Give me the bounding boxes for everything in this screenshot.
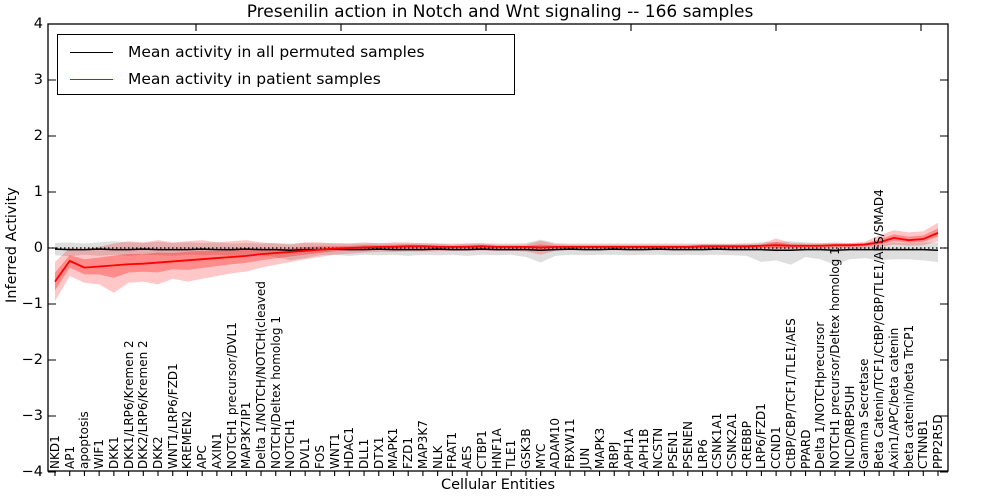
legend-label-patient: Mean activity in patient samples bbox=[128, 70, 381, 88]
x-tick-label: FZD1 bbox=[401, 437, 416, 469]
x-tick-label: WIF1 bbox=[92, 439, 107, 469]
x-tick-label: Delta 1/NOTCH/NOTCH(cleaved bbox=[254, 281, 269, 469]
x-tick-label: CTNNB1 bbox=[916, 419, 931, 469]
x-tick-label: CTBP1 bbox=[474, 430, 489, 469]
x-tick-label: NICD/RBPSUH bbox=[842, 385, 857, 469]
x-tick-label: Beta Catenin/TCF1/CtBP/CBP/TLE1/AES/SMAD… bbox=[872, 189, 887, 469]
x-tick-label: HDAC1 bbox=[342, 426, 357, 469]
x-tick-label: CREBBP bbox=[739, 421, 754, 469]
y-tick-label: −1 bbox=[21, 296, 43, 312]
permuted-mean-line bbox=[54, 248, 939, 251]
x-tick-label: ADAM10 bbox=[548, 417, 563, 469]
legend: Mean activity in all permuted samples Me… bbox=[57, 34, 515, 95]
legend-item-patient: Mean activity in patient samples bbox=[58, 65, 381, 93]
y-tick-label: 3 bbox=[33, 72, 43, 88]
y-tick-label: −3 bbox=[21, 408, 43, 424]
x-tick-label: GSK3B bbox=[518, 428, 533, 469]
y-tick-label: 0 bbox=[33, 240, 43, 256]
x-tick-label: APH1A bbox=[621, 428, 636, 469]
x-tick-label: NLK bbox=[430, 445, 445, 469]
patient-band-inner bbox=[55, 228, 938, 291]
x-tick-label: APC bbox=[195, 445, 210, 469]
x-tick-label: Axin1/APC/beta catenin bbox=[886, 327, 901, 469]
legend-label-permuted: Mean activity in all permuted samples bbox=[128, 43, 425, 61]
x-tick-label: Delta 1/NOTCHprecursor bbox=[813, 321, 828, 469]
x-tick-label: MAPK1 bbox=[386, 427, 401, 469]
x-tick-label: LRP6 bbox=[695, 439, 710, 469]
x-tick-label: NCSTN bbox=[651, 427, 666, 469]
x-tick-label: AXIN1 bbox=[209, 432, 224, 469]
x-tick-label: TLE1 bbox=[504, 439, 519, 469]
x-tick-label: MAP3K7 bbox=[415, 420, 430, 469]
legend-item-permuted: Mean activity in all permuted samples bbox=[58, 38, 425, 66]
legend-line-permuted-icon bbox=[70, 51, 113, 53]
legend-line-patient-icon bbox=[70, 78, 113, 80]
tick-marks bbox=[48, 23, 948, 476]
x-tick-label: NOTCH1 bbox=[283, 418, 298, 469]
x-tick-label: KREMEN2 bbox=[180, 410, 195, 469]
x-tick-label: CSNK1A1 bbox=[710, 412, 725, 469]
x-tick-label: DKK1 bbox=[106, 436, 121, 469]
x-tick-label: WNT1/LRP6/FZD1 bbox=[165, 363, 180, 469]
x-tick-label: FOS bbox=[312, 445, 327, 469]
x-tick-label: HNF1A bbox=[489, 428, 504, 469]
x-axis-label: Cellular Entities bbox=[440, 477, 556, 493]
x-tick-label: JUN bbox=[577, 447, 592, 469]
x-tick-label: NKD1 bbox=[48, 435, 62, 469]
x-tick-label: Gamma Secretase bbox=[857, 358, 872, 469]
y-tick-label: −4 bbox=[21, 464, 43, 480]
x-tick-label: PPP2R5D bbox=[931, 414, 945, 469]
y-tick-label: −2 bbox=[21, 352, 43, 368]
x-tick-label: LRP6/FZD1 bbox=[754, 403, 769, 469]
x-tick-label: WNT1 bbox=[327, 433, 342, 469]
x-tick-label: apoptosis bbox=[77, 411, 92, 469]
x-tick-label: FBXW11 bbox=[563, 418, 578, 470]
x-tick-label: APH1B bbox=[636, 428, 651, 469]
x-tick-label: PSENEN bbox=[680, 421, 695, 469]
x-tick-label: DKK2/LRP6/Kremen 2 bbox=[136, 340, 151, 469]
x-tick-label: NOTCH/Deltex homolog 1 bbox=[268, 316, 283, 469]
x-tick-label: CCND1 bbox=[769, 426, 784, 469]
x-tick-label: CtBP/CBP/TCF1/TLE1/AES bbox=[783, 318, 798, 469]
x-tick-label: DTX1 bbox=[371, 436, 386, 469]
y-tick-label: 2 bbox=[33, 128, 43, 144]
patient-band-outer bbox=[55, 222, 938, 302]
x-tick-label: NOTCH1 precursor/DVL1 bbox=[224, 322, 239, 469]
x-tick-label: RBPJ bbox=[607, 441, 622, 469]
x-tick-label: DKK2 bbox=[151, 436, 166, 469]
x-tick-label: PPARD bbox=[798, 429, 813, 470]
x-tick-label: FRAT1 bbox=[445, 432, 460, 469]
x-tick-label: AP1 bbox=[62, 445, 77, 469]
patient-mean-line bbox=[54, 232, 939, 283]
x-tick-label: DLL1 bbox=[357, 438, 372, 469]
x-tick-label: DKK1/LRP6/Kremen 2 bbox=[121, 340, 136, 469]
x-tick-label: PSEN1 bbox=[666, 429, 681, 469]
x-tick-label: AES bbox=[460, 445, 475, 469]
x-tick-label: MYC bbox=[533, 443, 548, 469]
y-tick-label: 1 bbox=[33, 184, 43, 200]
y-tick-label: 4 bbox=[33, 16, 43, 32]
x-tick-label: DVL1 bbox=[298, 437, 313, 469]
x-tick-label: CSNK2A1 bbox=[724, 412, 739, 469]
x-tick-label: MAP3K7IP1 bbox=[239, 401, 254, 469]
x-tick-label: NOTCH1 precursor/Deltex homolog 1 bbox=[827, 247, 842, 469]
chart-title: Presenilin action in Notch and Wnt signa… bbox=[246, 2, 754, 22]
x-tick-label: MAPK3 bbox=[592, 427, 607, 469]
x-tick-label: beta catenin/beta TrCP1 bbox=[901, 324, 916, 469]
